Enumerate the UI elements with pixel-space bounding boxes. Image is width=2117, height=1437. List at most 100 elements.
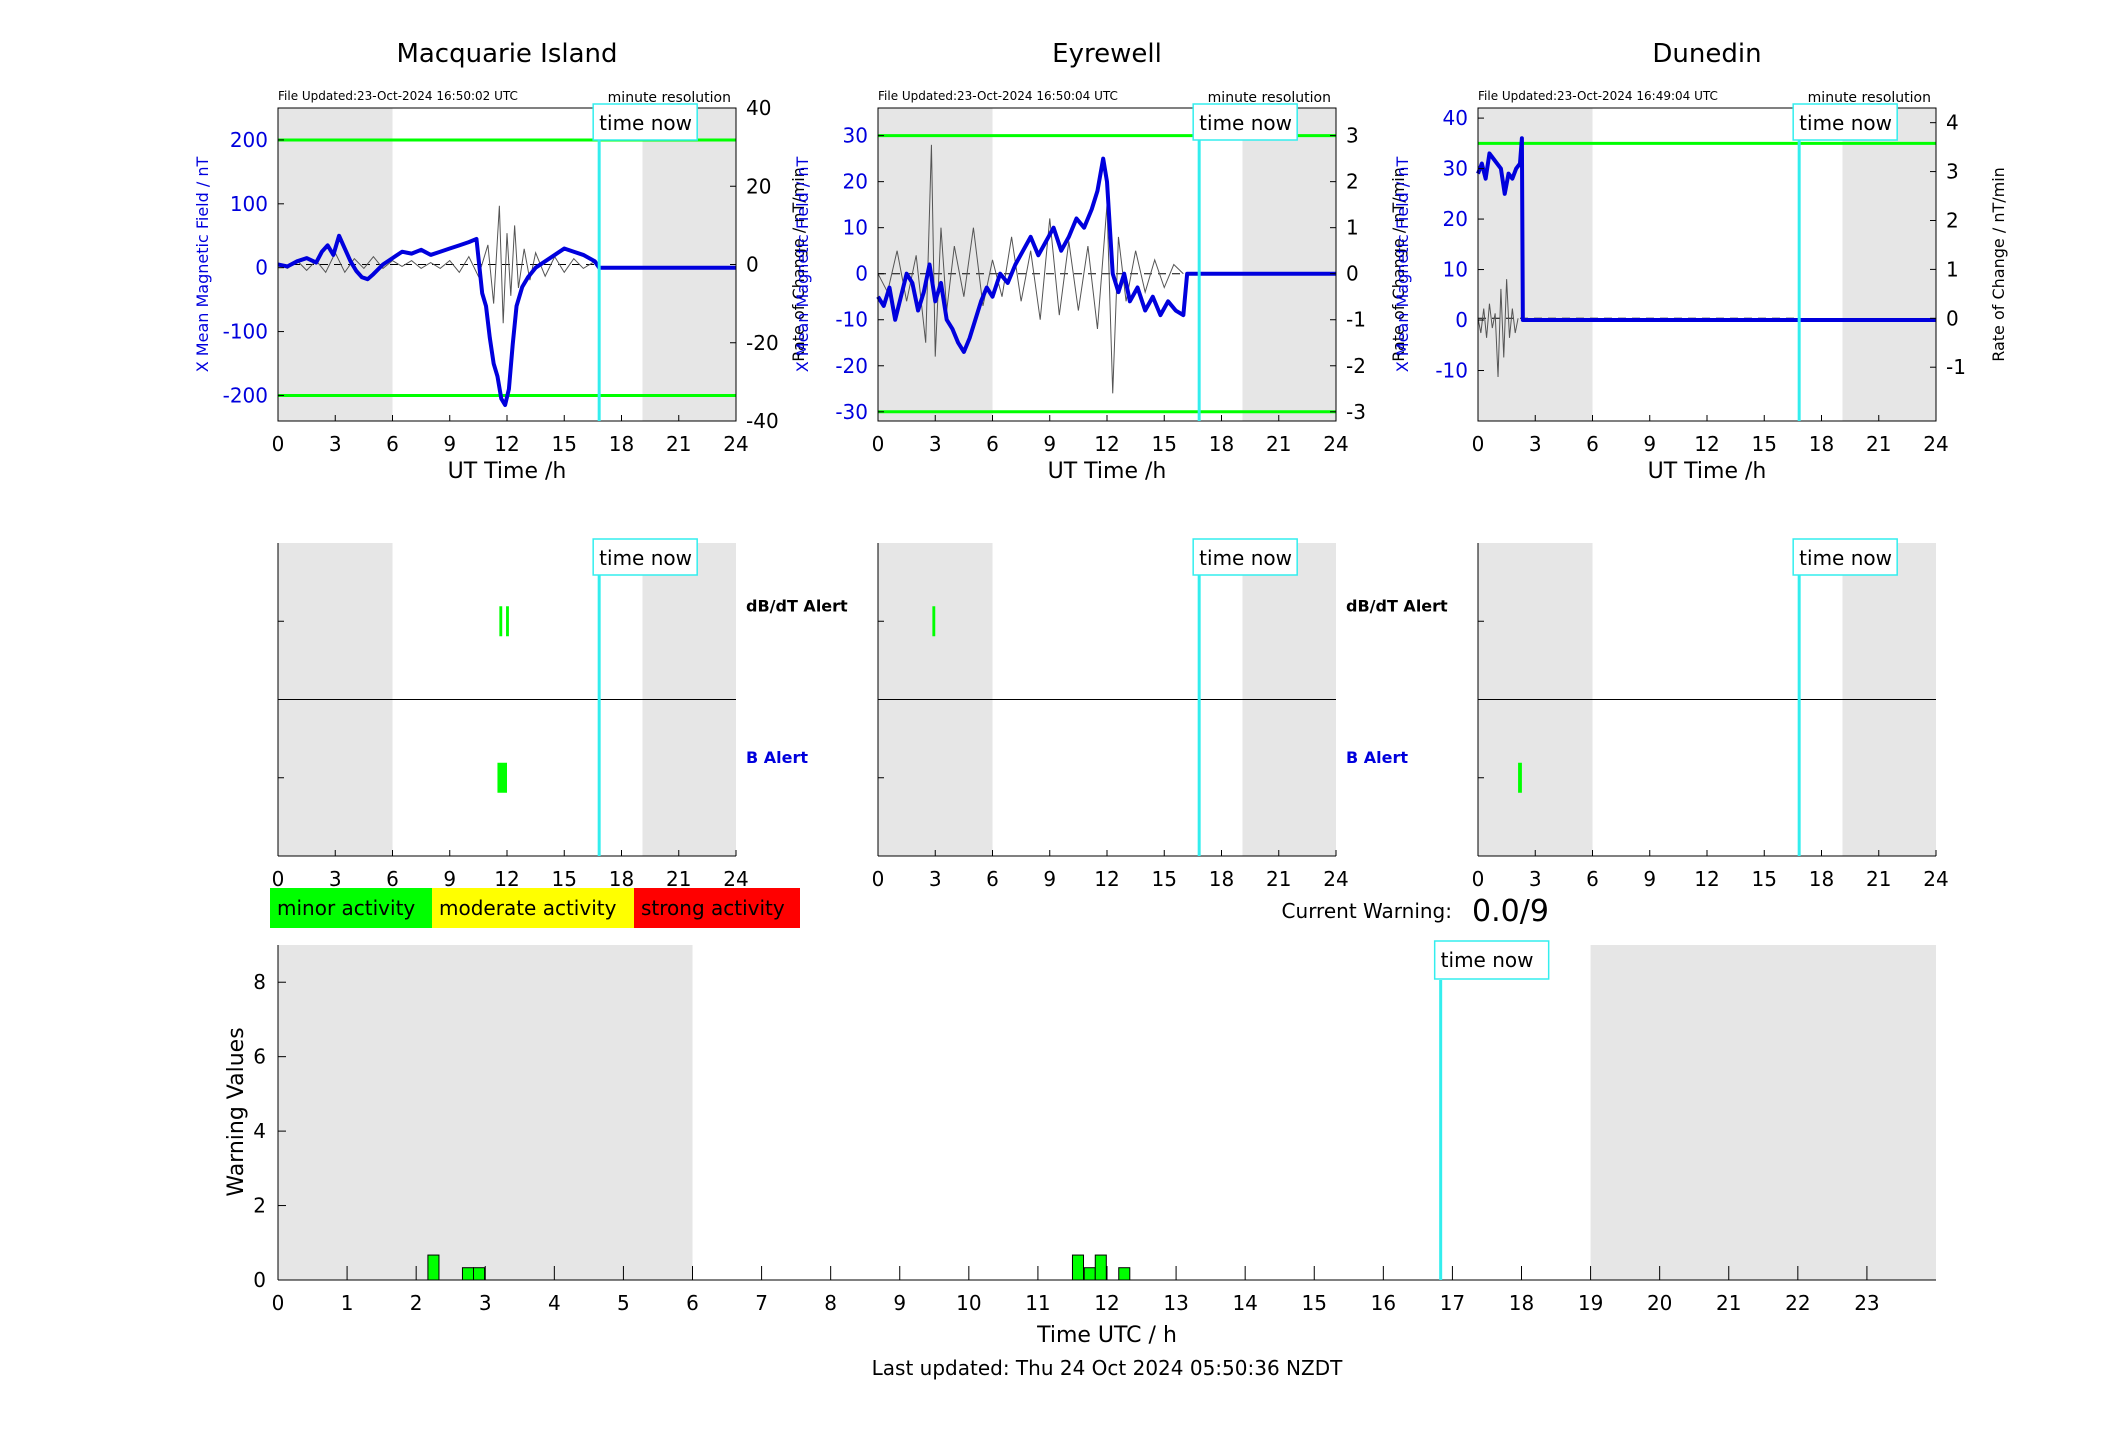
eyrewell-xtick-label: 18 [1209,432,1234,456]
current-warning: Current Warning: 0.0/9 [1282,894,1549,929]
warning-xtick-label: 9 [893,1291,906,1315]
dunedin-alert-xtick-label: 21 [1866,867,1891,891]
dunedin-ytick-right-label: 4 [1946,111,1959,135]
macquarie-alert-time-now-box [592,538,698,576]
dunedin-xtick-label: 3 [1529,432,1542,456]
dunedin-panel: Dunedin File Updated:23-Oct-2024 16:49:0… [1393,39,2008,484]
warning-xtick-label: 4 [548,1291,561,1315]
warning-xtick-label: 11 [1025,1291,1050,1315]
eyrewell-xtick-label: 0 [872,432,885,456]
warning-night-shade-0 [278,945,693,1280]
dunedin-file-updated: File Updated:23-Oct-2024 16:49:04 UTC [1478,89,1718,103]
macquarie-xtick-label: 9 [443,432,456,456]
warning-bar-5 [1094,1254,1107,1281]
warning-xlabel: Time UTC / h [1036,1323,1177,1348]
warning-time-now-box [1433,940,1550,980]
macquarie-ytick-left-label: -100 [223,320,268,344]
warning-xtick-label: 0 [272,1291,285,1315]
dunedin-alert-b-bar-0 [1518,762,1522,793]
macquarie-night-shade-1 [642,108,736,421]
macquarie-ytick-left-label: 100 [230,192,268,216]
eyrewell-alert-xtick-label: 6 [986,867,999,891]
eyrewell-ytick-right-label: 0 [1346,262,1359,286]
legend-swatch-0 [270,888,432,928]
eyrewell-alert-xtick-label: 18 [1209,867,1234,891]
current-warning-label: Current Warning: [1282,899,1452,923]
macquarie-title: Macquarie Island [396,39,617,69]
macquarie-alert-time-now-label: time now [599,546,692,570]
dunedin-alert-panel: 0 3 6 9 12 15 18 21 24 time now [1472,538,1949,891]
macquarie-xtick-label: 12 [494,432,519,456]
dunedin-night-shade-0 [1478,108,1593,421]
macquarie-panel: Macquarie Island File Updated:23-Oct-202… [193,39,808,484]
macquarie-alert-b-bar-0 [497,762,507,793]
warning-xtick-label: 22 [1785,1291,1810,1315]
macquarie-ytick-right-label: -20 [746,331,779,355]
macquarie-xtick-label: 0 [272,432,285,456]
dunedin-ytick-left-label: 10 [1443,258,1468,282]
dunedin-alert-xtick-label: 3 [1529,867,1542,891]
macquarie-ytick-right-label: 20 [746,174,771,198]
macquarie-alert-xtick-label: 18 [609,867,634,891]
warning-ytick-label: 2 [253,1194,266,1218]
macquarie-alert-xtick-label: 9 [443,867,456,891]
macquarie-time-now-label: time now [599,111,692,135]
eyrewell-alert-xtick-label: 12 [1094,867,1119,891]
warning-bar-1 [461,1267,475,1281]
legend-swatch-1 [432,888,634,928]
legend-label-0: minor activity [277,896,415,920]
dunedin-alert-xtick-label: 0 [1472,867,1485,891]
warning-xtick-label: 13 [1163,1291,1188,1315]
eyrewell-alert-xtick-label: 24 [1323,867,1348,891]
macquarie-alert-xtick-label: 0 [272,867,285,891]
eyrewell-alert-xtick-label: 3 [929,867,942,891]
dunedin-xlabel: UT Time /h [1648,459,1767,484]
alert-panels: 0 3 6 9 12 15 18 21 24 dB/dT Alert B Alert time now… [272,538,1949,891]
dunedin-rate-series [1477,279,1519,378]
eyrewell-title: Eyrewell [1052,39,1162,69]
legend-label-1: moderate activity [439,896,617,920]
eyrewell-ytick-left-label: 30 [843,124,868,148]
macquarie-alert-dbdt-label: dB/dT Alert [746,596,848,615]
warning-xtick-label: 12 [1094,1291,1119,1315]
eyrewell-xtick-label: 15 [1152,432,1177,456]
dunedin-minute-resolution: minute resolution [1808,90,1931,106]
eyrewell-ytick-right-label: 1 [1346,216,1359,240]
macquarie-xtick-label: 15 [552,432,577,456]
eyrewell-xtick-label: 24 [1323,432,1348,456]
dunedin-ytick-right-label: 1 [1946,257,1959,281]
eyrewell-alert-time-now-box [1192,538,1298,576]
warning-xtick-label: 16 [1371,1291,1396,1315]
macquarie-file-updated: File Updated:23-Oct-2024 16:50:02 UTC [278,89,518,103]
eyrewell-time-now-box [1192,103,1298,141]
macquarie-ytick-left-label: -200 [223,383,268,407]
warning-xtick-label: 8 [824,1291,837,1315]
eyrewell-ytick-right-label: 2 [1346,170,1359,194]
dunedin-time-now-box [1792,103,1898,141]
warning-ytick-label: 6 [253,1045,266,1069]
macquarie-alert-dbdt-bar-1 [506,606,509,637]
macquarie-alert-xtick-label: 24 [723,867,748,891]
eyrewell-xlabel: UT Time /h [1048,459,1167,484]
dunedin-night-shade-1 [1842,108,1936,421]
warning-ytick-label: 0 [253,1268,266,1292]
warning-night-shade-1 [1590,945,1936,1280]
dunedin-alert-xtick-label: 12 [1694,867,1719,891]
macquarie-ytick-left-label: 200 [230,128,268,152]
eyrewell-xtick-label: 21 [1266,432,1291,456]
dunedin-ytick-left-label: -10 [1435,359,1468,383]
dunedin-xtick-label: 9 [1643,432,1656,456]
eyrewell-xtick-label: 9 [1043,432,1056,456]
macquarie-xtick-label: 18 [609,432,634,456]
warning-xtick-label: 19 [1578,1291,1603,1315]
eyrewell-xtick-label: 12 [1094,432,1119,456]
activity-legend: minor activity moderate activity strong ac… [270,888,800,928]
eyrewell-field-series [876,156,1336,354]
eyrewell-minute-resolution: minute resolution [1208,90,1331,106]
eyrewell-alert-panel: 0 3 6 9 12 15 18 21 24 dB/dT Alert B Alert time now [872,538,1448,891]
dunedin-ylabel-left: X Mean Magnetic Field / nT [1393,157,1412,373]
legend-label-2: strong activity [641,896,785,920]
warning-xtick-label: 1 [341,1291,354,1315]
dunedin-xtick-label: 21 [1866,432,1891,456]
